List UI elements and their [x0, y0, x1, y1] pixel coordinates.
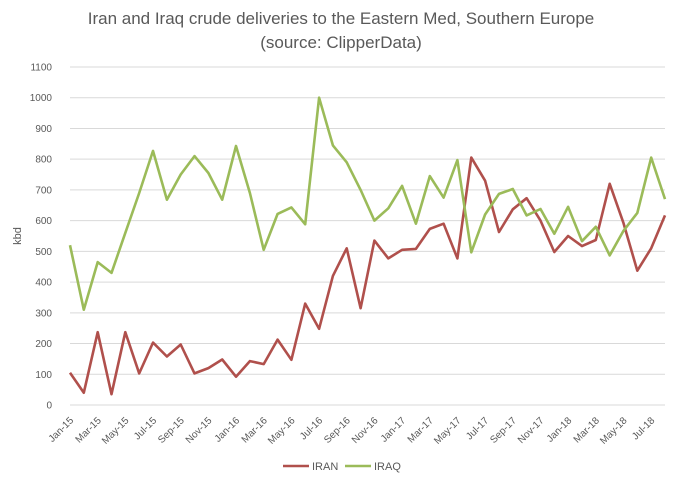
x-tick-label: Mar-17 [406, 415, 436, 445]
chart-title: Iran and Iraq crude deliveries to the Ea… [88, 9, 595, 28]
x-tick-label: Mar-16 [240, 415, 270, 445]
chart-subtitle: (source: ClipperData) [260, 33, 422, 52]
gridlines [70, 66, 665, 406]
y-tick-label: 0 [46, 401, 52, 412]
y-tick-label: 100 [35, 370, 52, 381]
y-tick-label: 900 [35, 124, 52, 135]
y-tick-label: 800 [35, 155, 52, 166]
x-tick-label: Nov-15 [184, 415, 215, 446]
x-tick-label: Mar-15 [74, 415, 104, 445]
y-tick-label: 1100 [30, 63, 52, 74]
y-tick-label: 500 [35, 247, 52, 258]
y-tick-label: 1000 [30, 93, 53, 104]
x-tick-label: Sep-15 [156, 415, 187, 446]
y-axis-ticks: 0 100 200 300 400 500 600 700 800 900 1000 1100 [30, 63, 53, 412]
legend: IRAN IRAQ [283, 461, 401, 473]
x-tick-label: May-17 [432, 415, 464, 447]
x-tick-label: Jan-17 [379, 415, 409, 445]
series-lines [68, 96, 667, 396]
x-tick-label: Jul-18 [630, 415, 657, 442]
y-tick-label: 300 [35, 308, 52, 319]
legend-label-iraq: IRAQ [374, 461, 401, 473]
y-tick-label: 400 [35, 278, 52, 289]
legend-label-iran: IRAN [312, 461, 338, 473]
x-tick-label: Sep-16 [322, 415, 353, 446]
x-tick-label: Nov-16 [350, 415, 381, 446]
x-tick-label: Sep-17 [488, 415, 519, 446]
x-tick-label: Nov-17 [516, 415, 547, 446]
y-tick-label: 700 [35, 185, 52, 196]
x-tick-label: Mar-18 [572, 415, 602, 445]
series-line-iraq [68, 96, 667, 312]
x-tick-label: Jan-16 [213, 415, 243, 445]
y-axis-label: kbd [12, 227, 24, 245]
x-tick-label: May-18 [598, 415, 630, 447]
series-line-iran [68, 156, 667, 396]
y-tick-label: 600 [35, 216, 52, 227]
y-tick-label: 200 [35, 339, 52, 350]
x-tick-label: Jan-18 [545, 415, 575, 445]
x-tick-label: May-16 [266, 415, 298, 447]
x-tick-label: May-15 [100, 415, 132, 447]
x-tick-label: Jan-15 [47, 415, 77, 445]
